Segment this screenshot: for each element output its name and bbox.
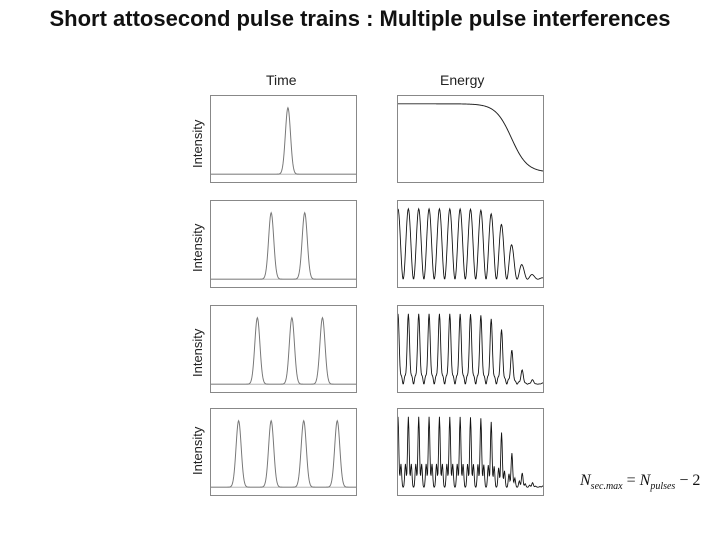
formula: Nsec.max = Npulses − 2 [580,472,704,492]
energy-plot-4 [398,416,543,488]
energy-plot-2 [398,207,543,280]
formula-equals: = [626,472,636,489]
formula-lhs: N [580,472,591,489]
time-curve-2 [211,211,356,280]
energy-plot-3 [398,313,543,385]
time-panel-2 [210,200,357,288]
energy-curve-1 [398,103,543,172]
time-curve-3 [211,316,356,385]
time-panel-4 [210,408,357,496]
y-axis-label-row-1: Intensity [190,119,205,168]
energy-panel-3 [397,305,544,393]
time-plot-4 [211,419,356,488]
formula-tail: − 2 [679,472,701,489]
column-heading-energy: Energy [440,72,485,88]
formula-rhs-sub: pulses [650,481,676,493]
energy-panel-4 [397,408,544,496]
column-heading-time: Time [266,72,297,88]
formula-rhs: N [639,472,651,489]
y-axis-label-row-3: Intensity [190,328,205,377]
time-plot-1 [211,106,356,175]
energy-curve-4 [398,416,543,488]
energy-panel-1 [397,95,544,183]
energy-curve-3 [398,313,543,385]
energy-curve-2 [398,207,543,280]
y-axis-label-row-2: Intensity [190,223,205,272]
slide-title: Short attosecond pulse trains : Multiple… [49,6,671,31]
time-panel-1 [210,95,357,183]
y-axis-label-row-4: Intensity [190,426,205,475]
formula-lhs-sub: sec.max [590,481,623,493]
energy-plot-1 [398,103,543,172]
time-panel-3 [210,305,357,393]
time-curve-1 [211,106,356,175]
energy-panel-2 [397,200,544,288]
time-plot-3 [211,316,356,385]
time-plot-2 [211,211,356,280]
time-curve-4 [211,419,356,488]
